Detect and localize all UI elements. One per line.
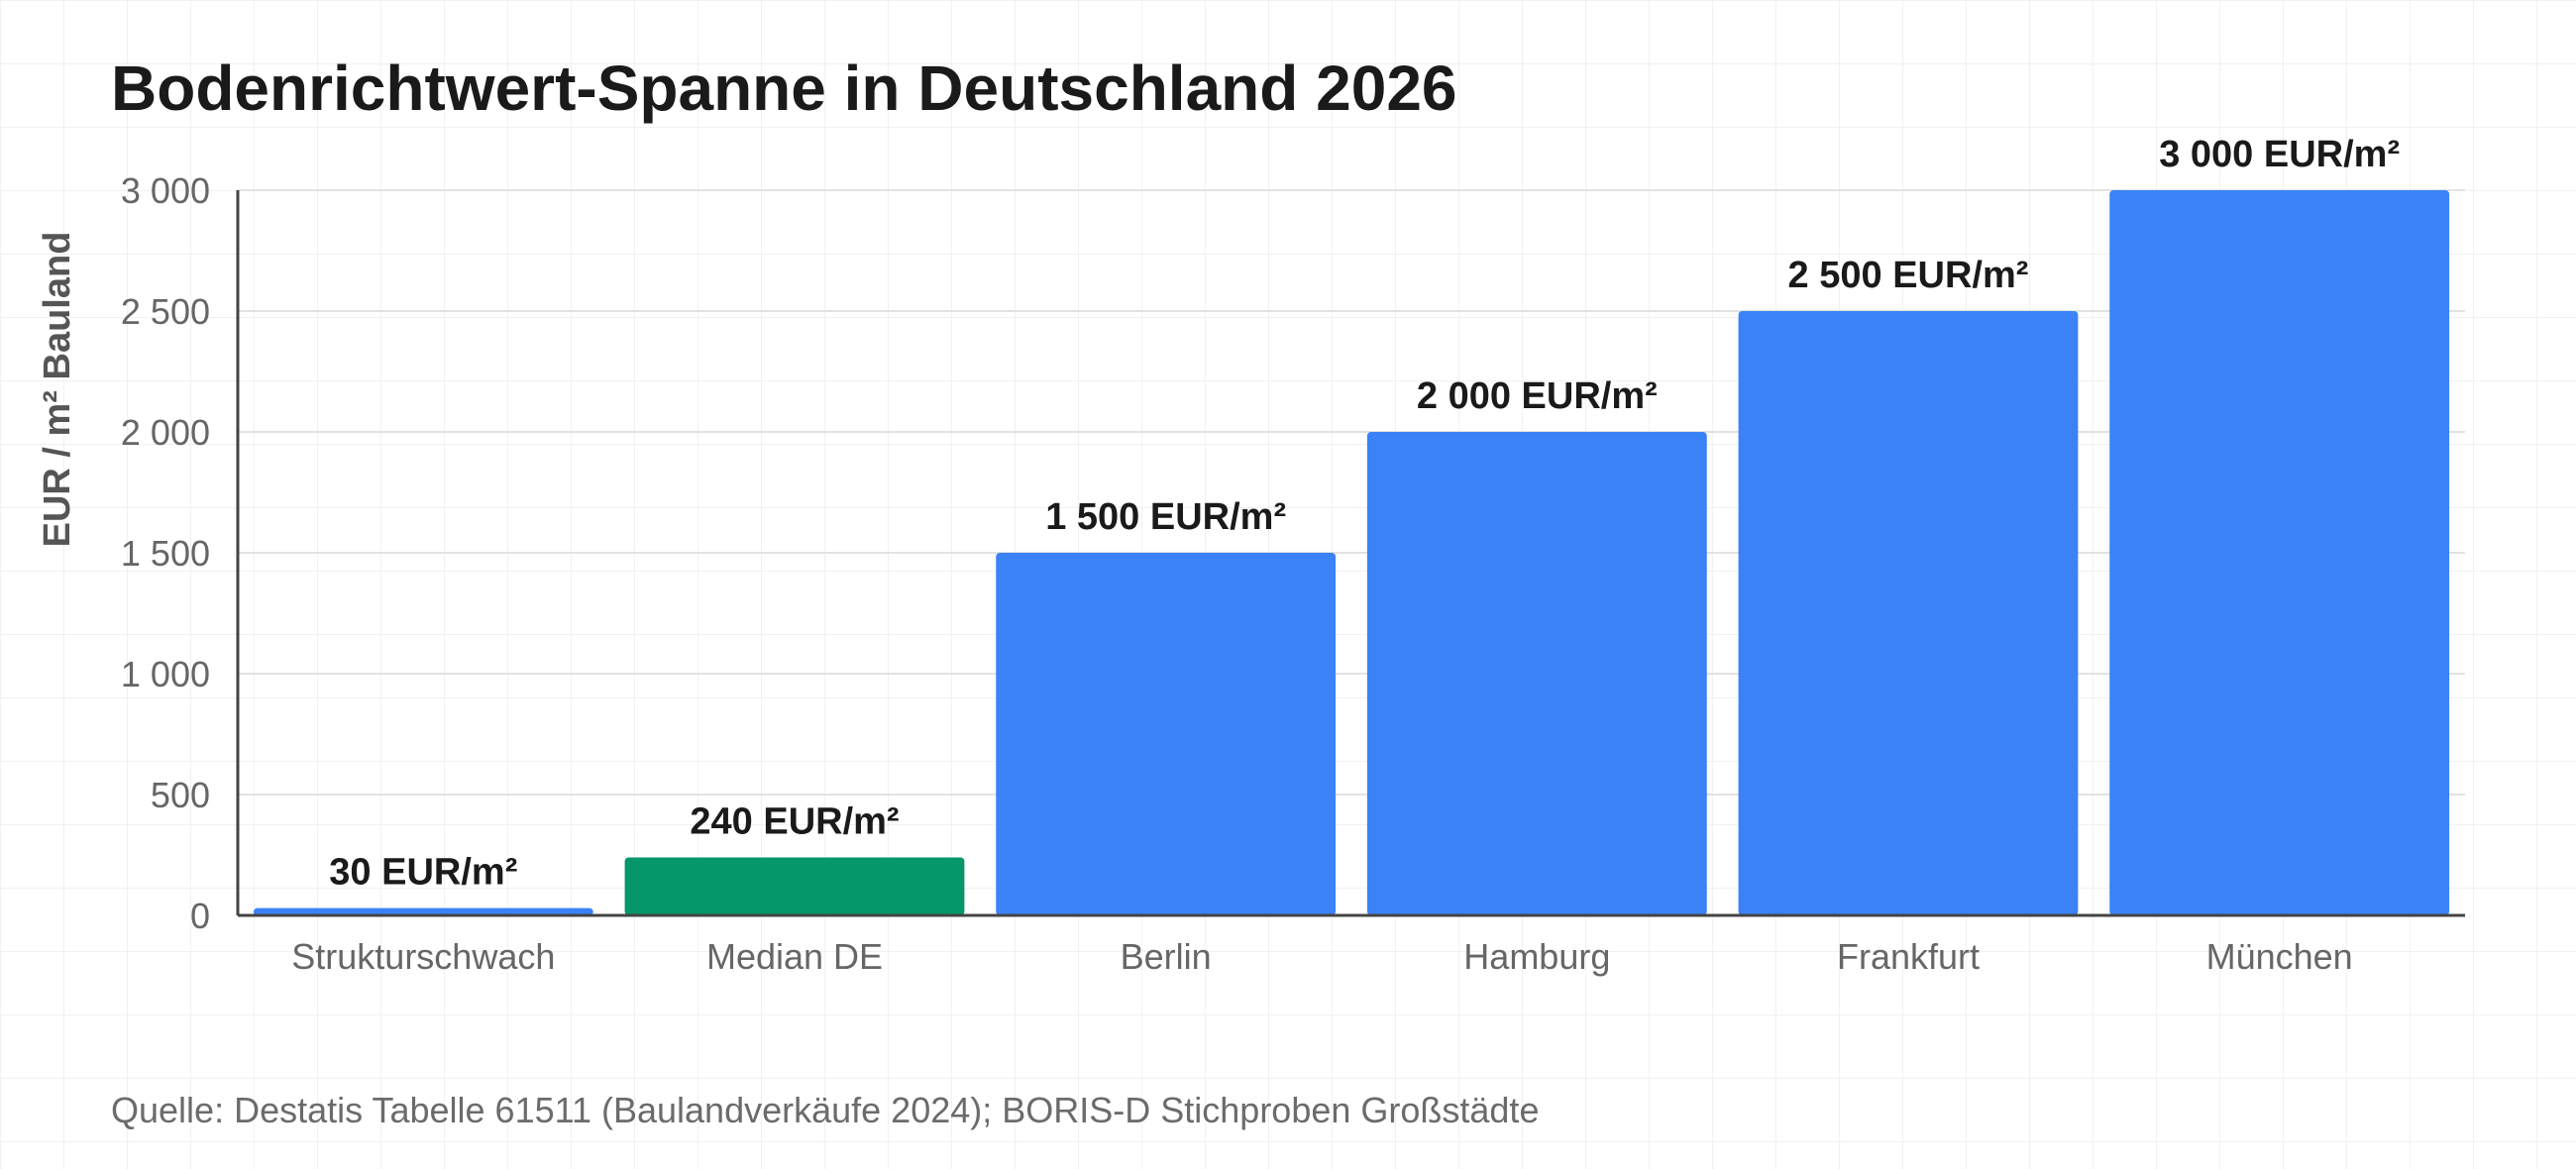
y-tick-label: 0 bbox=[190, 896, 210, 936]
data-label: 3 000 EUR/m² bbox=[2159, 134, 2400, 175]
axes: 0 500 1 000 1 500 2 000 2 500 3 000 Struktursch… bbox=[121, 170, 2465, 977]
bar bbox=[1366, 432, 1707, 915]
data-label: 1 500 EUR/m² bbox=[1045, 496, 1286, 538]
data-label: 2 500 EUR/m² bbox=[1788, 255, 2029, 296]
data-labels: 30 EUR/m² 240 EUR/m² 1 500 EUR/m² 2 000 EUR… bbox=[329, 134, 2400, 894]
y-axis-label: EUR / m² Bauland bbox=[37, 232, 78, 548]
y-tick-label: 1 000 bbox=[121, 654, 210, 694]
y-tick-label: 1 500 bbox=[121, 533, 210, 574]
bar bbox=[2109, 190, 2450, 915]
x-tick-label: Frankfurt bbox=[1837, 936, 1980, 977]
chart-title: Bodenrichtwert-Spanne in Deutschland 202… bbox=[111, 53, 1457, 124]
bar bbox=[1738, 311, 2079, 915]
bar bbox=[253, 907, 593, 915]
bars bbox=[253, 190, 2450, 915]
y-tick-label: 2 500 bbox=[121, 291, 210, 332]
data-label: 30 EUR/m² bbox=[329, 852, 517, 894]
source-note: Quelle: Destatis Tabelle 61511 (Baulandv… bbox=[111, 1090, 1540, 1130]
x-tick-label: Median DE bbox=[706, 936, 883, 977]
x-tick-label: München bbox=[2206, 936, 2353, 977]
data-label: 240 EUR/m² bbox=[690, 800, 899, 842]
x-tick-label: Strukturschwach bbox=[291, 936, 555, 977]
x-tick-label: Berlin bbox=[1121, 936, 1212, 977]
y-tick-label: 3 000 bbox=[121, 170, 210, 211]
bar bbox=[996, 553, 1337, 915]
x-tick-label: Hamburg bbox=[1463, 936, 1610, 977]
bar bbox=[624, 857, 965, 915]
data-label: 2 000 EUR/m² bbox=[1417, 375, 1658, 417]
y-tick-label: 500 bbox=[151, 775, 210, 815]
y-tick-label: 2 000 bbox=[121, 412, 210, 453]
gridlines bbox=[238, 189, 2465, 796]
